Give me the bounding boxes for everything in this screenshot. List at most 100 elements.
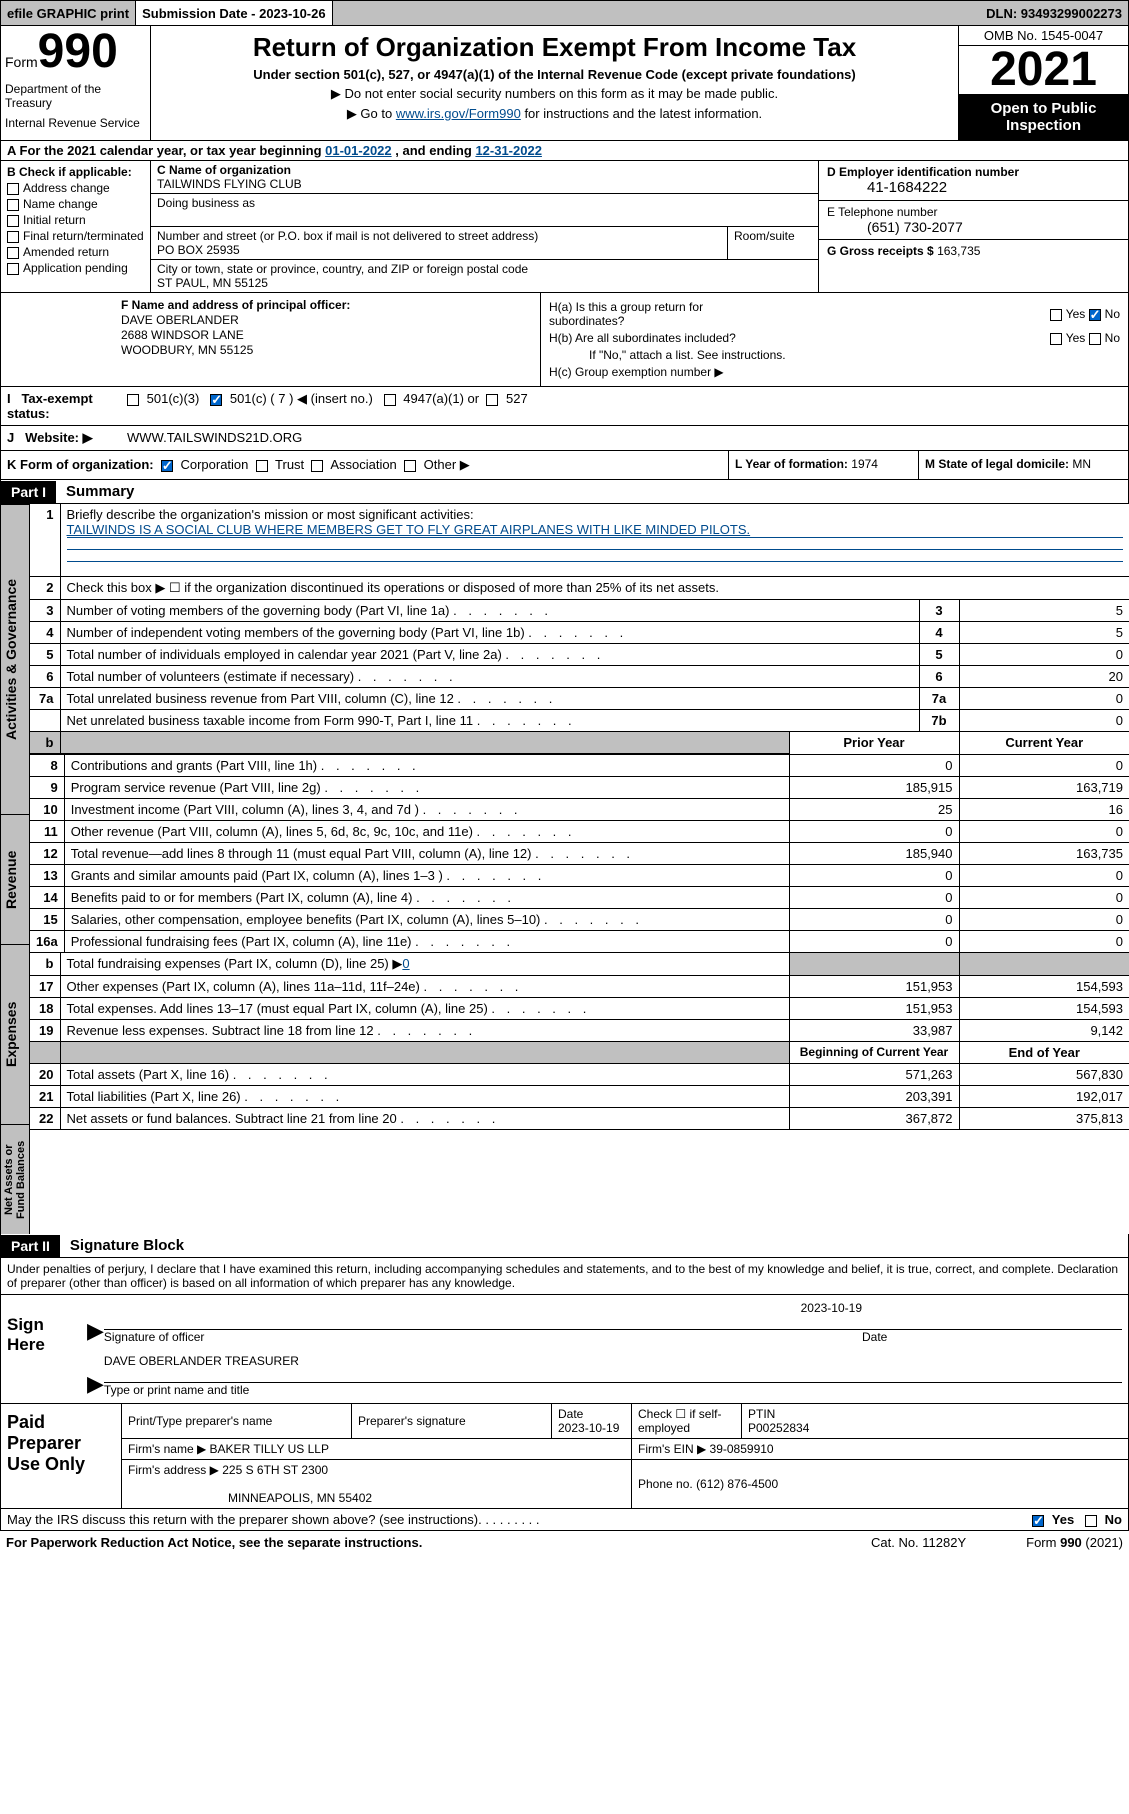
summary-row: 8Contributions and grants (Part VIII, li… (30, 755, 1129, 777)
chk-app-pending[interactable]: Application pending (7, 261, 144, 275)
q1: Briefly describe the organization's miss… (67, 507, 1124, 522)
sign-here-block: Sign Here 2023-10-19 ▶ Signature of offi… (0, 1295, 1129, 1404)
chk-trust[interactable] (256, 460, 268, 472)
website-value: WWW.TAILSWINDS21D.ORG (121, 426, 1128, 450)
row-j-label: J Website: ▶ (1, 426, 121, 450)
org-name: TAILWINDS FLYING CLUB (157, 177, 812, 191)
chk-initial-return[interactable]: Initial return (7, 213, 144, 227)
row-klm: K Form of organization: Corporation Trus… (0, 451, 1129, 480)
gross-label: G Gross receipts $ (827, 244, 934, 258)
summary-row: 3Number of voting members of the governi… (30, 600, 1129, 622)
date-label: Date (862, 1330, 1122, 1344)
row-i: I Tax-exempt status: 501(c)(3) 501(c) ( … (0, 387, 1129, 426)
q2: Check this box ▶ ☐ if the organization d… (60, 577, 1129, 600)
summary-row: 18Total expenses. Add lines 13–17 (must … (30, 998, 1129, 1020)
officer-name-title: DAVE OBERLANDER TREASURER (104, 1354, 1122, 1368)
subtitle-1: Under section 501(c), 527, or 4947(a)(1)… (161, 67, 948, 82)
summary-row: 7aTotal unrelated business revenue from … (30, 688, 1129, 710)
tax-year: 2021 (959, 46, 1128, 94)
chk-501c[interactable] (210, 394, 222, 406)
summary-row: 14Benefits paid to or for members (Part … (30, 887, 1129, 909)
discuss-no[interactable] (1085, 1515, 1097, 1527)
vtab-netassets: Net Assets or Fund Balances (0, 1124, 30, 1234)
ha-yes[interactable] (1050, 309, 1062, 321)
chk-assoc[interactable] (311, 460, 323, 472)
discuss-yes[interactable] (1032, 1515, 1044, 1527)
chk-501c3[interactable] (127, 394, 139, 406)
year-end: 12-31-2022 (475, 143, 542, 158)
vtab-expenses: Expenses (0, 944, 30, 1124)
sig-declaration: Under penalties of perjury, I declare th… (0, 1258, 1129, 1295)
top-bar: efile GRAPHIC print Submission Date - 20… (0, 0, 1129, 26)
chk-name-change[interactable]: Name change (7, 197, 144, 211)
chk-address-change[interactable]: Address change (7, 181, 144, 195)
sub3-post: for instructions and the latest informat… (521, 106, 762, 121)
officer-street: 2688 WINDSOR LANE (121, 328, 534, 342)
efile-label: efile GRAPHIC print (1, 1, 136, 25)
street-value: PO BOX 25935 (157, 243, 721, 257)
part2-title: Signature Block (60, 1234, 194, 1257)
hc-label: H(c) Group exemption number ▶ (549, 365, 1120, 379)
mission: TAILWINDS IS A SOCIAL CLUB WHERE MEMBERS… (67, 522, 1124, 537)
street-label: Number and street (or P.O. box if mail i… (157, 229, 721, 243)
hb-yes[interactable] (1050, 333, 1062, 345)
col-b-label: B Check if applicable: (7, 165, 144, 179)
form-footer: Form 990 (2021) (1026, 1535, 1123, 1550)
org-name-row: C Name of organization TAILWINDS FLYING … (151, 161, 818, 194)
part2-bar: Part II Signature Block (0, 1234, 1129, 1258)
chk-final-return[interactable]: Final return/terminated (7, 229, 144, 243)
submission-date: Submission Date - 2023-10-26 (136, 1, 333, 25)
vtab-revenue: Revenue (0, 814, 30, 944)
section-b-g: B Check if applicable: Address change Na… (0, 161, 1129, 293)
summary-row: 9Program service revenue (Part VIII, lin… (30, 777, 1129, 799)
form-word: Form (5, 54, 38, 70)
col-c: C Name of organization TAILWINDS FLYING … (151, 161, 818, 292)
part1-label: Part I (1, 481, 56, 503)
summary-body: Activities & Governance Revenue Expenses… (0, 504, 1129, 1234)
form-header: Form990 Department of the Treasury Inter… (0, 26, 1129, 141)
summary-row: 19Revenue less expenses. Subtract line 1… (30, 1020, 1129, 1042)
discuss-label: May the IRS discuss this return with the… (7, 1512, 478, 1527)
pra-notice: For Paperwork Reduction Act Notice, see … (6, 1535, 422, 1550)
org-name-label: C Name of organization (157, 163, 812, 177)
chk-527[interactable] (486, 394, 498, 406)
ein-row: D Employer identification number 41-1684… (819, 161, 1128, 201)
subtitle-2: ▶ Do not enter social security numbers o… (161, 86, 948, 102)
officer-label: F Name and address of principal officer: (121, 298, 534, 312)
chk-corp[interactable] (161, 460, 173, 472)
summary-rows-d: 20Total assets (Part X, line 16) . . . .… (30, 1064, 1129, 1130)
summary-table: 1 Briefly describe the organization's mi… (30, 504, 1129, 600)
chk-4947[interactable] (384, 394, 396, 406)
row-i-label: I Tax-exempt status: (1, 387, 121, 425)
sig-officer-label: Signature of officer (104, 1330, 862, 1344)
hb-no[interactable] (1089, 333, 1101, 345)
summary-row: 13Grants and similar amounts paid (Part … (30, 865, 1129, 887)
summary-row: 16aProfessional fundraising fees (Part I… (30, 931, 1129, 953)
summary-row: 4Number of independent voting members of… (30, 622, 1129, 644)
ein-label: D Employer identification number (827, 165, 1120, 179)
row-l: L Year of formation: 1974 (728, 451, 918, 479)
gross-row: G Gross receipts $ 163,735 (819, 240, 1128, 262)
chk-other[interactable] (404, 460, 416, 472)
row-a-pre: A For the 2021 calendar year, or tax yea… (7, 143, 325, 158)
row-a-mid: , and ending (395, 143, 475, 158)
part1-title: Summary (56, 480, 144, 503)
summary-row: 6Total number of volunteers (estimate if… (30, 666, 1129, 688)
vtab-activities: Activities & Governance (0, 504, 30, 814)
summary-row: 15Salaries, other compensation, employee… (30, 909, 1129, 931)
row-16b: b Total fundraising expenses (Part IX, c… (30, 953, 1129, 976)
ha-no[interactable] (1089, 309, 1101, 321)
hdr-end: End of Year (959, 1042, 1129, 1064)
cat-no: Cat. No. 11282Y (871, 1535, 966, 1550)
hdr-curr: Current Year (959, 732, 1129, 754)
footer-row: For Paperwork Reduction Act Notice, see … (0, 1531, 1129, 1554)
summary-rows-c: 17Other expenses (Part IX, column (A), l… (30, 976, 1129, 1042)
summary-row: 22Net assets or fund balances. Subtract … (30, 1108, 1129, 1130)
hdr-prior: Prior Year (789, 732, 959, 754)
hb-label: H(b) Are all subordinates included? (549, 331, 749, 345)
chk-amended[interactable]: Amended return (7, 245, 144, 259)
summary-row: 5Total number of individuals employed in… (30, 644, 1129, 666)
form990-link[interactable]: www.irs.gov/Form990 (396, 106, 521, 121)
officer-city: WOODBURY, MN 55125 (121, 343, 534, 357)
summary-row: 11Other revenue (Part VIII, column (A), … (30, 821, 1129, 843)
